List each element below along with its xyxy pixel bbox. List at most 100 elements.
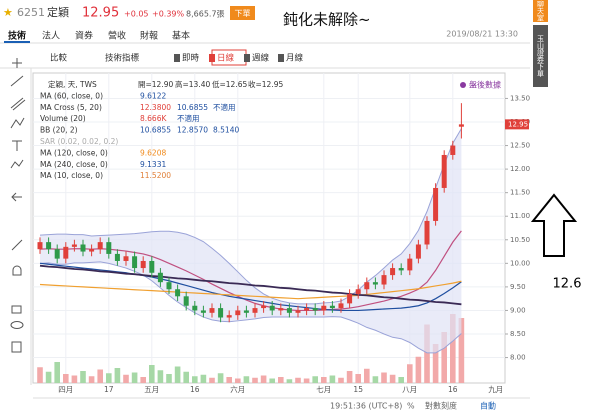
tab[interactable]: 資券	[75, 30, 93, 42]
measure-icon[interactable]	[10, 159, 24, 169]
tab[interactable]: 財報	[140, 30, 158, 42]
candle-body	[355, 289, 361, 294]
volume-bar	[424, 324, 430, 383]
moving-average	[39, 264, 462, 306]
volume-bar	[235, 378, 241, 383]
chat-button[interactable]	[533, 0, 548, 22]
candle-body	[347, 293, 353, 304]
trash-icon[interactable]	[11, 341, 22, 353]
candle-body	[114, 253, 120, 261]
tab[interactable]: 營收	[108, 30, 126, 42]
back-icon[interactable]	[11, 192, 22, 202]
broker-button-label[interactable]: 玉山證券下單	[537, 35, 545, 77]
volume-bar	[37, 367, 43, 383]
candle-body	[269, 305, 275, 311]
toolbar-button[interactable]: 即時	[182, 54, 200, 64]
x-tick-label: 四月	[58, 385, 73, 394]
x-tick-label: 八月	[402, 385, 417, 394]
pattern-tool-icon[interactable]	[10, 117, 25, 129]
y-tick-label: 9.50	[510, 283, 526, 291]
legend-text: 收=12.95	[248, 79, 283, 89]
side-note: 12.6	[553, 277, 582, 292]
lock-icon[interactable]	[11, 305, 22, 314]
stock-name: 定穎	[47, 5, 69, 19]
bollinger-band	[40, 128, 462, 353]
toolbar-button[interactable]: 比較	[50, 53, 68, 64]
eye-icon[interactable]	[10, 321, 24, 329]
candle-body	[295, 310, 301, 313]
volume-bar	[312, 376, 318, 383]
legend-text: 12.3800	[140, 103, 171, 112]
candle-body	[286, 308, 292, 313]
volume-bar	[166, 374, 172, 383]
x-tick-label: 17	[104, 385, 114, 394]
toolbar-button[interactable]: 月線	[286, 53, 304, 64]
legend-text: 11.5200	[140, 171, 171, 180]
crosshair-icon[interactable]	[12, 58, 22, 68]
toolbar-button[interactable]: 技術指標	[105, 53, 140, 64]
order-button[interactable]	[230, 6, 255, 20]
volume-bar	[415, 356, 422, 383]
volume-bar	[209, 377, 215, 383]
volume-bar	[157, 370, 164, 383]
tab[interactable]: 基本	[172, 30, 190, 42]
chat-button-label[interactable]: 聊天室	[537, 0, 545, 22]
candle-body	[338, 303, 344, 309]
order-button-label[interactable]: 下單	[235, 9, 251, 18]
volume-bar	[407, 364, 413, 383]
volume-bar	[140, 377, 146, 383]
volume-bar	[260, 375, 267, 383]
tab[interactable]: 法人	[42, 30, 60, 42]
volume-bar	[278, 377, 284, 383]
candle-body	[89, 249, 95, 252]
moving-average	[39, 280, 462, 300]
y-tick-label: 11.00	[510, 212, 530, 220]
after-hours-label[interactable]: 盤後數據	[469, 80, 501, 90]
volume-bar	[131, 372, 138, 383]
channel-tool-icon[interactable]	[10, 97, 26, 111]
x-tick-label: 七月	[316, 385, 331, 394]
candle-body	[218, 308, 224, 318]
ruler-icon[interactable]	[11, 239, 23, 251]
volume-bar	[200, 374, 207, 383]
candle-body	[441, 154, 447, 188]
annotation: 鈍化未解除~	[283, 11, 371, 29]
auto-toggle[interactable]: 自動	[480, 401, 496, 411]
volume-bar	[114, 368, 121, 383]
candle-body	[63, 246, 69, 259]
volume: 8,665.7張	[186, 10, 225, 19]
volume-bar	[295, 377, 301, 383]
period-icon[interactable]	[278, 54, 284, 62]
candle-body	[433, 187, 439, 221]
y-tick-label: 12.00	[510, 165, 530, 173]
volume-bar	[389, 374, 396, 383]
star-icon[interactable]: ★	[3, 6, 13, 19]
volume-bar	[243, 376, 250, 383]
line-tool-icon[interactable]	[10, 75, 24, 87]
datetime: 2019/08/21 13:30	[446, 30, 518, 39]
candle-body	[80, 244, 86, 252]
tab[interactable]: 技術	[8, 30, 26, 42]
candle-body	[252, 308, 258, 313]
percent-toggle[interactable]: %	[407, 402, 415, 411]
candle-body	[157, 272, 163, 283]
y-tick-label: 11.50	[510, 189, 530, 197]
magnet-icon[interactable]	[12, 265, 22, 276]
toolbar-button[interactable]: 週線	[252, 53, 270, 64]
period-icon[interactable]	[209, 54, 215, 62]
toolbar-button[interactable]: 日線	[217, 53, 235, 64]
log-scale-toggle[interactable]: 對數刻度	[425, 401, 457, 411]
tool-icons[interactable]	[10, 58, 26, 353]
candle-body	[450, 145, 456, 155]
candle-body	[209, 308, 215, 313]
band-upper	[39, 128, 462, 305]
candle-body	[132, 256, 138, 269]
x-tick-label: 五月	[144, 385, 159, 394]
candle-body	[54, 249, 60, 259]
broker-button[interactable]	[533, 25, 548, 87]
legend-text: MA (240, close, 0)	[40, 160, 108, 169]
text-tool-icon[interactable]	[12, 140, 22, 151]
period-icon[interactable]	[244, 54, 250, 62]
y-tick-label: 13.50	[510, 94, 530, 102]
period-icon[interactable]	[174, 54, 180, 62]
